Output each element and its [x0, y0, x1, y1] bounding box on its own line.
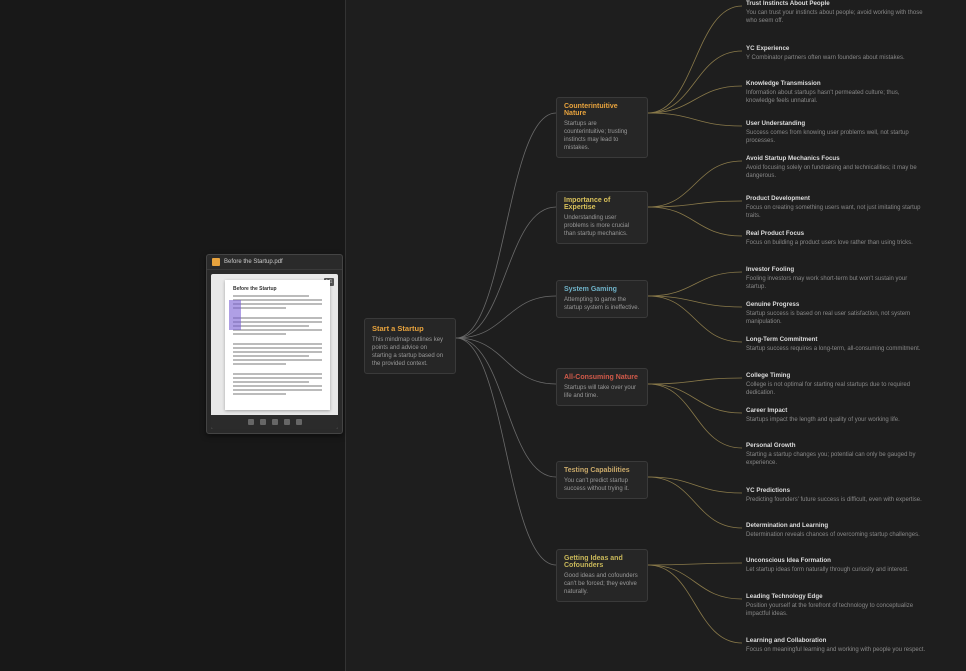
pdf-tool-zoom-out[interactable]	[284, 419, 290, 425]
branch-title: All-Consuming Nature	[564, 374, 640, 381]
leaf-desc: Let startup ideas form naturally through…	[746, 566, 926, 574]
branch-desc: Startups are counterintuitive; trusting …	[564, 120, 640, 152]
leaf-node[interactable]: Determination and LearningDetermination …	[746, 522, 926, 539]
pdf-tool-next[interactable]	[272, 419, 278, 425]
branch-desc: Understanding user problems is more cruc…	[564, 214, 640, 238]
pdf-highlight	[229, 300, 241, 330]
pdf-tool-prev[interactable]	[248, 419, 254, 425]
branch-title: Getting Ideas and Cofounders	[564, 555, 640, 569]
leaf-title: Determination and Learning	[746, 522, 926, 530]
leaf-title: Unconscious Idea Formation	[746, 557, 926, 565]
leaf-desc: Success comes from knowing user problems…	[746, 129, 926, 145]
branch-node[interactable]: Importance of Expertise Understanding use…	[556, 191, 648, 244]
leaf-title: Avoid Startup Mechanics Focus	[746, 155, 926, 163]
leaf-node[interactable]: Long-Term CommitmentStartup success requ…	[746, 336, 926, 353]
branch-desc: Startups will take over your life and ti…	[564, 384, 640, 400]
leaf-desc: Startups impact the length and quality o…	[746, 416, 926, 424]
pdf-header: Before the Startup.pdf	[207, 255, 342, 270]
leaf-title: YC Experience	[746, 45, 926, 53]
leaf-desc: Fooling investors may work short-term bu…	[746, 275, 926, 291]
leaf-node[interactable]: Real Product FocusFocus on building a pr…	[746, 230, 926, 247]
leaf-node[interactable]: Leading Technology EdgePosition yourself…	[746, 593, 926, 619]
branch-node[interactable]: All-Consuming Nature Startups will take o…	[556, 368, 648, 406]
leaf-desc: Startup success requires a long-term, al…	[746, 345, 926, 353]
branch-title: Counterintuitive Nature	[564, 103, 640, 117]
leaf-node[interactable]: YC ExperienceY Combinator partners often…	[746, 45, 926, 62]
leaf-node[interactable]: Learning and CollaborationFocus on meani…	[746, 637, 926, 654]
mindmap-canvas[interactable]: Start a Startup This mindmap outlines ke…	[346, 0, 966, 671]
branch-desc: You can't predict startup success withou…	[564, 477, 640, 493]
leaf-title: Genuine Progress	[746, 301, 926, 309]
branch-node[interactable]: Counterintuitive Nature Startups are coun…	[556, 97, 648, 158]
leaf-title: Product Development	[746, 195, 926, 203]
leaf-node[interactable]: Trust Instincts About PeopleYou can trus…	[746, 0, 926, 26]
leaf-title: Personal Growth	[746, 442, 926, 450]
leaf-title: Knowledge Transmission	[746, 80, 926, 88]
leaf-desc: Focus on meaningful learning and working…	[746, 646, 926, 654]
leaf-node[interactable]: Genuine ProgressStartup success is based…	[746, 301, 926, 327]
root-title: Start a Startup	[372, 324, 448, 333]
leaf-node[interactable]: College TimingCollege is not optimal for…	[746, 372, 926, 398]
leaf-title: YC Predictions	[746, 487, 926, 495]
leaf-title: Trust Instincts About People	[746, 0, 926, 8]
pdf-toolbar	[211, 415, 338, 429]
leaf-title: User Understanding	[746, 120, 926, 128]
leaf-title: Long-Term Commitment	[746, 336, 926, 344]
leaf-node[interactable]: Career ImpactStartups impact the length …	[746, 407, 926, 424]
leaf-desc: Focus on creating something users want, …	[746, 204, 926, 220]
pdf-filename: Before the Startup.pdf	[224, 259, 283, 265]
leaf-desc: Y Combinator partners often warn founder…	[746, 54, 926, 62]
pdf-tool-zoom-in[interactable]	[296, 419, 302, 425]
leaf-desc: Predicting founders' future success is d…	[746, 496, 926, 504]
leaf-node[interactable]: Personal GrowthStarting a startup change…	[746, 442, 926, 468]
leaf-title: Learning and Collaboration	[746, 637, 926, 645]
leaf-desc: Information about startups hasn't permea…	[746, 89, 926, 105]
root-node[interactable]: Start a Startup This mindmap outlines ke…	[364, 318, 456, 374]
branch-node[interactable]: Testing Capabilities You can't predict st…	[556, 461, 648, 499]
branch-title: Importance of Expertise	[564, 197, 640, 211]
leaf-title: Real Product Focus	[746, 230, 926, 238]
leaf-desc: Avoid focusing solely on fundraising and…	[746, 164, 926, 180]
branch-title: System Gaming	[564, 286, 640, 293]
leaf-desc: Focus on building a product users love r…	[746, 239, 926, 247]
sidebar: Before the Startup.pdf 1/1 Before the St…	[0, 0, 346, 671]
pdf-preview-card[interactable]: Before the Startup.pdf 1/1 Before the St…	[206, 254, 343, 434]
leaf-desc: Starting a startup changes you; potentia…	[746, 451, 926, 467]
leaf-node[interactable]: Investor FoolingFooling investors may wo…	[746, 266, 926, 292]
pdf-body: 1/1 Before the Startup	[211, 274, 338, 429]
pdf-page-title: Before the Startup	[233, 286, 322, 292]
leaf-node[interactable]: User UnderstandingSuccess comes from kno…	[746, 120, 926, 146]
leaf-node[interactable]: Knowledge TransmissionInformation about …	[746, 80, 926, 106]
leaf-desc: Position yourself at the forefront of te…	[746, 602, 926, 618]
leaf-desc: You can trust your instincts about peopl…	[746, 9, 926, 25]
leaf-node[interactable]: Unconscious Idea FormationLet startup id…	[746, 557, 926, 574]
pdf-tool-page[interactable]	[260, 419, 266, 425]
leaf-title: Leading Technology Edge	[746, 593, 926, 601]
leaf-desc: Startup success is based on real user sa…	[746, 310, 926, 326]
pdf-icon	[212, 258, 220, 266]
leaf-node[interactable]: Product DevelopmentFocus on creating som…	[746, 195, 926, 221]
leaf-node[interactable]: Avoid Startup Mechanics FocusAvoid focus…	[746, 155, 926, 181]
leaf-title: Investor Fooling	[746, 266, 926, 274]
root-desc: This mindmap outlines key points and adv…	[372, 336, 448, 368]
pdf-page: Before the Startup	[225, 280, 330, 410]
branch-title: Testing Capabilities	[564, 467, 640, 474]
leaf-desc: College is not optimal for starting real…	[746, 381, 926, 397]
branch-node[interactable]: System Gaming Attempting to game the star…	[556, 280, 648, 318]
branch-desc: Attempting to game the startup system is…	[564, 296, 640, 312]
leaf-title: College Timing	[746, 372, 926, 380]
branch-desc: Good ideas and cofounders can't be force…	[564, 572, 640, 596]
leaf-desc: Determination reveals chances of overcom…	[746, 531, 926, 539]
leaf-node[interactable]: YC PredictionsPredicting founders' futur…	[746, 487, 926, 504]
branch-node[interactable]: Getting Ideas and Cofounders Good ideas a…	[556, 549, 648, 602]
leaf-title: Career Impact	[746, 407, 926, 415]
